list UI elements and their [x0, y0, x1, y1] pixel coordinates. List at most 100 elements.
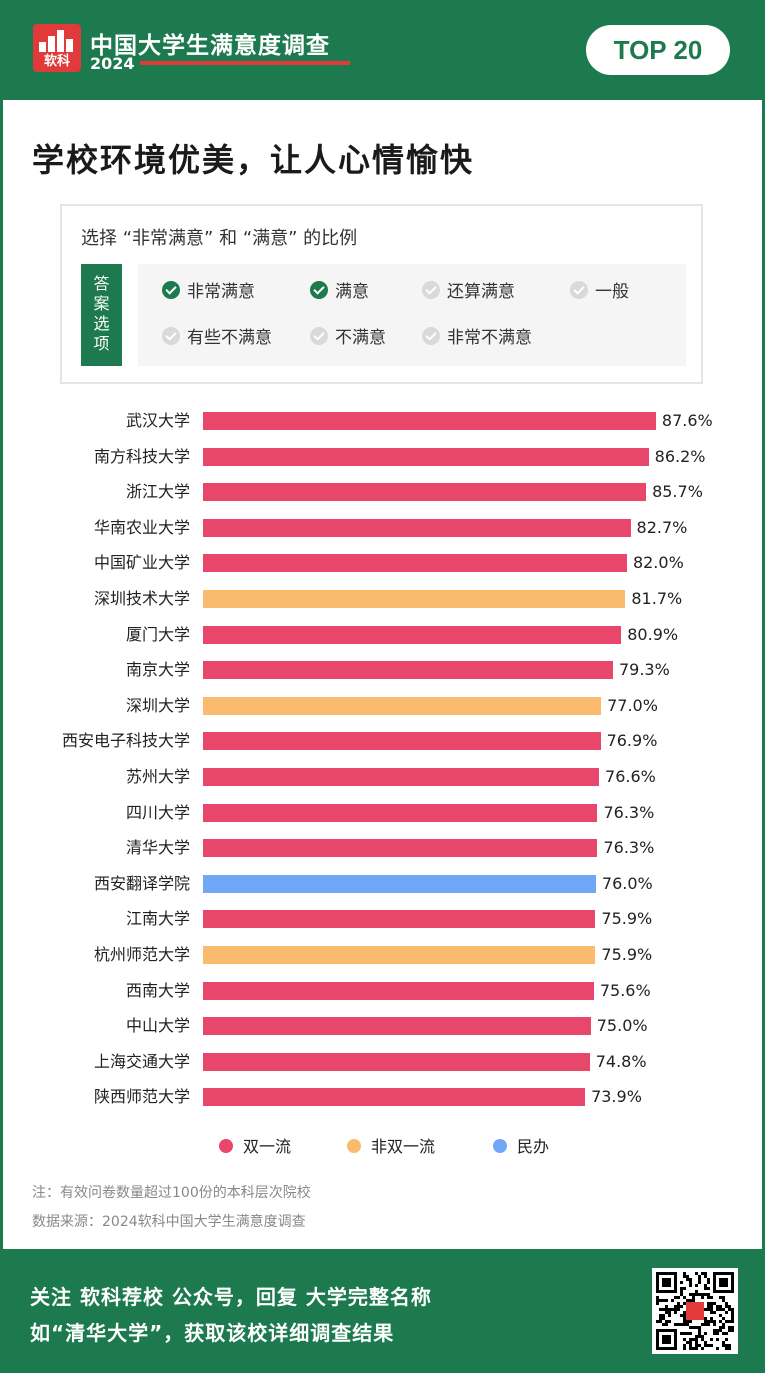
value-label: 76.0%	[601, 873, 653, 893]
category-label: 上海交通大学	[93, 1051, 190, 1071]
answer-options: 非常满意 满意 还算满意 一般 有些不满意 不满意 非常不满意	[138, 264, 686, 366]
ruanke-logo: 软科	[33, 24, 81, 72]
check-circle-icon	[422, 281, 440, 299]
survey-title: 中国大学生满意度调查	[90, 33, 330, 59]
check-circle-icon	[162, 281, 180, 299]
bar	[203, 981, 594, 1000]
category-label: 深圳技术大学	[93, 589, 190, 608]
check-circle-icon	[310, 281, 328, 299]
category-label: 西安电子科技大学	[61, 731, 190, 751]
bar	[203, 1017, 591, 1036]
category-label: 江南大学	[125, 909, 190, 929]
check-circle-icon	[422, 327, 440, 345]
category-label: 南京大学	[125, 660, 190, 680]
bar	[203, 768, 600, 786]
value-label: 75.0%	[596, 1016, 648, 1036]
option-somewhat-dissatisfied: 有些不满意	[162, 326, 272, 350]
header: 软科 中国大学生满意度调查 2024 TOP 20	[0, 0, 765, 100]
legend-label: 民办	[517, 1137, 550, 1156]
value-label: 85.7%	[652, 482, 703, 502]
title-underline	[140, 61, 350, 65]
bar	[203, 554, 627, 573]
survey-year: 2024	[90, 54, 135, 73]
legend-label: 双一流	[243, 1137, 292, 1156]
satisfaction-bar-chart: 武汉大学 87.6% 南方科技大学 86.2% 浙江大学 85.7% 华南农业大学 82.7%…	[3, 400, 762, 1120]
logo-text: 软科	[43, 54, 70, 69]
footnote: 注：有效问卷数量超过100份的本科层次院校	[32, 1185, 311, 1201]
page-title: 学校环境优美，让人心情愉快	[32, 141, 475, 179]
footer: 关注 软科荐校 公众号，回复 大学完整名称 如“清华大学”，获取该校详细调查结果	[0, 1249, 765, 1373]
value-label: 76.9%	[606, 731, 658, 751]
footer-line-2: 如“清华大学”，获取该校详细调查结果	[30, 1321, 395, 1345]
legend-dot-icon	[493, 1138, 507, 1153]
category-label: 西南大学	[125, 980, 190, 1000]
option-satisfied: 满意	[310, 280, 369, 304]
legend-label: 非双一流	[371, 1137, 436, 1156]
answer-filter-box: 选择 “非常满意” 和 “满意” 的比例 答 案 选 项 非常满意 满意 还算满…	[60, 204, 703, 384]
value-label: 82.7%	[636, 517, 688, 537]
value-label: 75.9%	[601, 945, 653, 964]
value-label: 86.2%	[654, 446, 706, 466]
qr-code-icon	[652, 1268, 738, 1354]
value-label: 82.0%	[632, 553, 684, 573]
bar	[203, 732, 601, 751]
top-badge: TOP 20	[586, 25, 730, 75]
bar	[203, 661, 613, 680]
bar	[203, 625, 622, 644]
option-very-dissatisfied: 非常不满意	[422, 326, 532, 350]
bar	[203, 590, 626, 608]
legend-item: 双一流	[219, 1136, 291, 1158]
legend-item: 非双一流	[347, 1136, 435, 1158]
option-neutral: 一般	[570, 280, 629, 304]
category-label: 陕西师范大学	[93, 1087, 190, 1107]
filter-title: 选择 “非常满意” 和 “满意” 的比例	[81, 228, 358, 249]
value-label: 76.6%	[605, 767, 656, 786]
value-label: 81.7%	[631, 589, 683, 608]
category-label: 华南农业大学	[93, 517, 190, 537]
bar	[203, 696, 602, 715]
category-label: 深圳大学	[125, 695, 190, 715]
category-label: 中山大学	[125, 1016, 190, 1036]
category-label: 厦门大学	[125, 624, 190, 644]
logo-bars-icon	[39, 30, 75, 52]
bar	[203, 1088, 586, 1107]
category-label: 苏州大学	[125, 767, 190, 786]
check-circle-icon	[162, 327, 180, 345]
content-card: 学校环境优美，让人心情愉快 选择 “非常满意” 和 “满意” 的比例 答 案 选…	[3, 100, 762, 1249]
legend-dot-icon	[219, 1138, 233, 1153]
value-label: 75.6%	[599, 980, 651, 1000]
bar	[203, 1052, 590, 1071]
answer-options-label: 答 案 选 项	[81, 264, 122, 366]
category-label: 清华大学	[125, 838, 190, 858]
check-circle-icon	[310, 327, 328, 345]
bar	[203, 946, 596, 964]
value-label: 74.8%	[595, 1051, 647, 1071]
value-label: 80.9%	[627, 624, 679, 644]
bar	[203, 839, 598, 858]
category-label: 浙江大学	[125, 482, 190, 502]
bar	[203, 518, 631, 537]
category-label: 四川大学	[125, 802, 190, 822]
value-label: 79.3%	[618, 660, 670, 680]
category-label: 武汉大学	[125, 411, 190, 430]
option-very-satisfied: 非常满意	[162, 280, 255, 304]
value-label: 75.9%	[601, 909, 653, 929]
value-label: 73.9%	[591, 1087, 642, 1107]
bar	[203, 874, 596, 893]
option-fairly-satisfied: 还算满意	[422, 280, 515, 304]
bar	[203, 483, 647, 502]
value-label: 87.6%	[661, 411, 713, 430]
bar	[203, 412, 656, 430]
data-source: 数据来源：2024软科中国大学生满意度调查	[32, 1214, 306, 1230]
category-label: 中国矿业大学	[93, 553, 190, 573]
option-dissatisfied: 不满意	[310, 326, 386, 350]
value-label: 76.3%	[603, 838, 655, 858]
check-circle-icon	[570, 281, 588, 299]
category-label: 西安翻译学院	[93, 873, 190, 893]
bar	[203, 803, 598, 822]
chart-legend: 双一流 非双一流 民办	[3, 1136, 762, 1160]
category-label: 杭州师范大学	[93, 945, 190, 964]
footer-line-1: 关注 软科荐校 公众号，回复 大学完整名称	[30, 1285, 432, 1309]
bar	[203, 447, 649, 466]
category-label: 南方科技大学	[93, 446, 190, 466]
